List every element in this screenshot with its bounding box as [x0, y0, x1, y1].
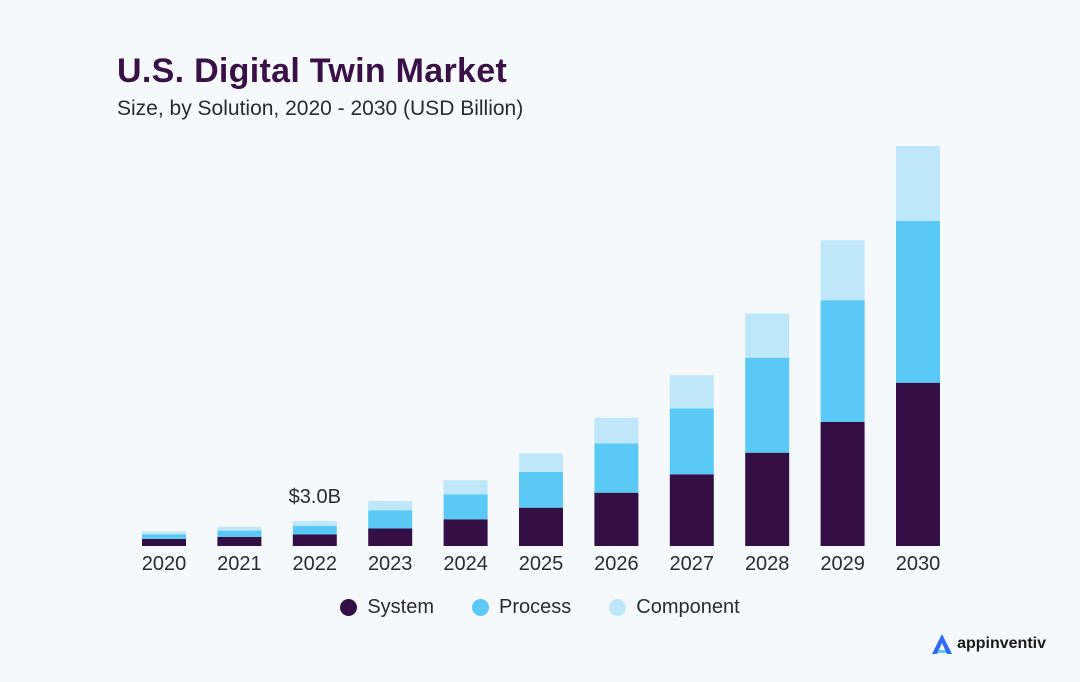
bar-system-2029: [820, 421, 865, 546]
legend-item-process: Process: [472, 596, 571, 619]
bar-system-2030: [896, 382, 940, 546]
chart-title: U.S. Digital Twin Market: [117, 52, 508, 90]
bar-component-2029: [820, 240, 865, 301]
bar-system-2026: [594, 492, 639, 546]
bar-system-2028: [745, 452, 790, 546]
bar-chart: 2020 2021 2022 $3.0B 2023 2024 2025 2026 2027 202…: [142, 146, 941, 575]
bar-process-2028: [745, 357, 790, 453]
bar-system-2027: [669, 474, 714, 546]
brand-logo: appinventiv: [930, 632, 1046, 656]
legend-swatch: [609, 599, 627, 616]
x-tick-label: 2028: [745, 553, 790, 575]
bar-process-2020: [142, 534, 186, 539]
x-tick-label: 2026: [594, 553, 639, 575]
bar-process-2026: [594, 443, 639, 493]
x-tick-label: 2027: [670, 553, 715, 575]
bar-component-2022: [292, 521, 337, 526]
bar-system-2023: [368, 528, 413, 546]
x-tick-label: 2029: [820, 553, 865, 575]
bar-process-2022: [292, 526, 337, 535]
legend-item-system: System: [340, 596, 434, 619]
bar-process-2021: [217, 530, 262, 537]
legend-label: Process: [499, 596, 572, 618]
brand-name: appinventiv: [957, 635, 1046, 652]
bar-system-2024: [443, 519, 488, 546]
bar-system-2022: [292, 534, 337, 546]
bar-component-2028: [745, 313, 790, 358]
appinventiv-logo-icon: [932, 634, 953, 654]
x-tick-label: 2030: [896, 553, 941, 575]
legend-label: Component: [636, 596, 740, 618]
bar-component-2027: [669, 375, 714, 409]
x-tick-label: 2022: [293, 553, 338, 575]
legend-item-component: Component: [609, 596, 740, 619]
bar-component-2021: [217, 526, 262, 531]
legend-label: System: [367, 596, 435, 618]
x-tick-label: 2024: [443, 553, 488, 575]
bar-process-2023: [368, 510, 413, 529]
x-tick-label: 2023: [368, 553, 413, 575]
legend-swatch: [340, 599, 358, 616]
bar-component-2025: [519, 453, 563, 472]
legend: System Process Component: [0, 596, 1080, 619]
data-label: $3.0B: [289, 486, 341, 508]
x-tick-label: 2021: [217, 553, 262, 575]
bar-process-2027: [669, 408, 714, 475]
chart-subtitle: Size, by Solution, 2020 - 2030 (USD Bill…: [117, 97, 524, 120]
bar-component-2026: [594, 417, 639, 444]
x-tick-label: 2020: [142, 553, 187, 575]
bar-process-2030: [896, 221, 940, 383]
x-tick-label: 2025: [519, 553, 564, 575]
bar-process-2024: [443, 494, 488, 520]
bar-system-2025: [519, 507, 563, 546]
bar-component-2024: [443, 480, 488, 495]
bar-component-2030: [896, 146, 940, 221]
bar-system-2020: [142, 538, 186, 546]
bar-component-2023: [368, 501, 413, 511]
bar-process-2029: [820, 300, 865, 422]
bar-system-2021: [217, 536, 262, 546]
legend-swatch: [472, 599, 490, 616]
bar-component-2020: [142, 531, 186, 535]
bar-process-2025: [519, 471, 563, 508]
